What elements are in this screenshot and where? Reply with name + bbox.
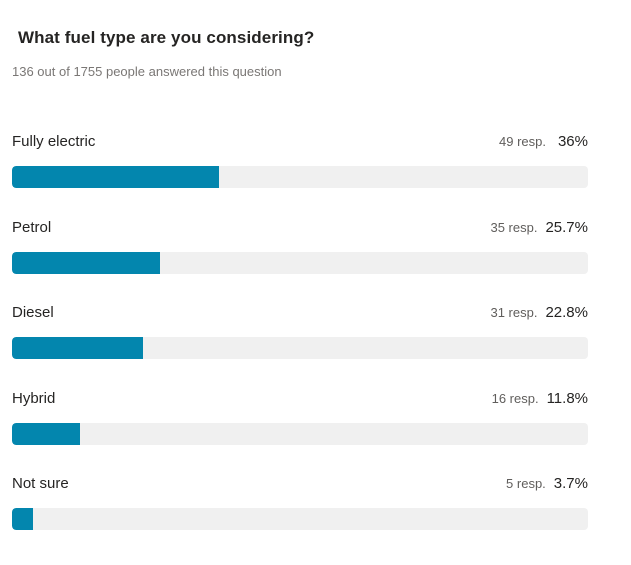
result-stats: 49 resp. 36%: [499, 133, 588, 150]
response-percent: 36%: [557, 133, 588, 150]
response-percent: 25.7%: [545, 218, 588, 236]
result-bar-track: [12, 166, 588, 188]
question-title: What fuel type are you considering?: [18, 28, 315, 47]
result-row-not-sure: Not sure 5 resp. 3.7%: [12, 473, 588, 559]
result-row-petrol: Petrol 35 resp. 25.7%: [12, 217, 588, 303]
result-bar-fill: [12, 337, 144, 359]
result-stats: 31 resp. 22.8%: [490, 304, 588, 321]
option-label: Not sure: [12, 475, 69, 492]
response-percent: 3.7%: [553, 475, 588, 492]
result-bar-fill: [12, 251, 161, 274]
response-count: 31 resp.: [490, 305, 538, 320]
result-bar-track: [12, 422, 588, 445]
result-row-fully-electric: Fully electric 49 resp. 36%: [12, 131, 588, 217]
option-label: Diesel: [12, 304, 54, 321]
result-bar-track: [12, 337, 588, 359]
response-percent: 11.8%: [546, 389, 588, 407]
result-stats: 35 resp. 25.7%: [490, 219, 588, 236]
result-row-hybrid: Hybrid 16 resp. 11.8%: [12, 388, 588, 474]
result-bar-fill: [12, 422, 80, 445]
answered-summary: 136 out of 1755 people answered this que…: [12, 64, 282, 79]
option-label: Fully electric: [12, 133, 96, 150]
result-bar-track: [12, 251, 588, 274]
option-label: Hybrid: [12, 389, 56, 407]
response-count: 5 resp.: [506, 476, 546, 491]
response-count: 16 resp.: [491, 390, 539, 406]
result-stats: 16 resp. 11.8%: [492, 390, 588, 407]
option-label: Petrol: [12, 218, 52, 236]
result-bar-fill: [12, 166, 220, 188]
result-bar-fill: [12, 508, 34, 530]
results-list: Fully electric 49 resp. 36% Petrol 35 re…: [12, 131, 588, 559]
result-bar-track: [12, 508, 588, 530]
result-stats: 5 resp. 3.7%: [506, 475, 588, 492]
response-percent: 22.8%: [545, 304, 588, 321]
response-count: 35 resp.: [490, 219, 538, 235]
result-row-diesel: Diesel 31 resp. 22.8%: [12, 302, 588, 388]
response-count: 49 resp.: [499, 134, 546, 149]
